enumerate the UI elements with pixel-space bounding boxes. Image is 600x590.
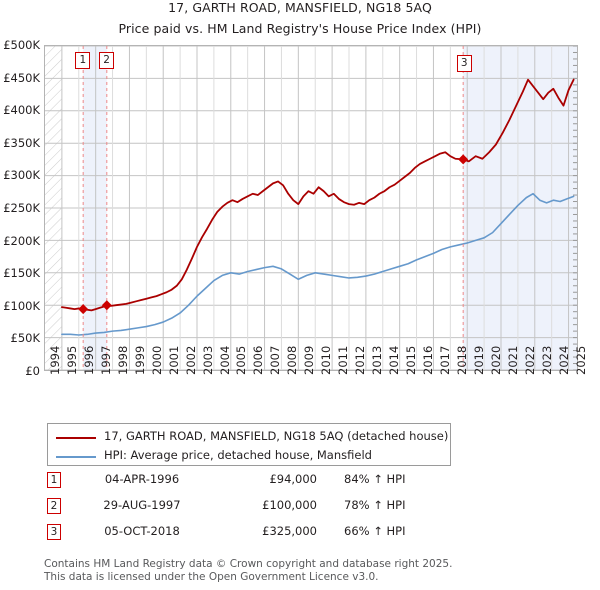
page-title-line2: Price paid vs. HM Land Registry's House … [118, 21, 482, 36]
x-axis-tick-label: 2009 [302, 345, 317, 375]
y-axis-tick-label: £500K [3, 38, 40, 52]
footer-attribution: Contains HM Land Registry data © Crown c… [44, 558, 584, 583]
y-axis-tick-label: £100K [3, 298, 40, 313]
transaction-price: £100,000 [262, 498, 317, 512]
price-paid-series-line [60, 78, 575, 312]
chart-svg [45, 46, 577, 370]
x-axis-tick-label: 1998 [115, 345, 130, 375]
transaction-date: 05-OCT-2018 [104, 524, 180, 538]
legend-color-swatch [56, 437, 96, 440]
footer-line-1: Contains HM Land Registry data © Crown c… [44, 558, 453, 570]
x-axis-tick-label: 2014 [387, 345, 402, 375]
x-axis-tick-label: 2003 [200, 345, 215, 375]
chart-transaction-points [78, 154, 469, 315]
x-axis-tick-label: 2004 [217, 345, 232, 375]
footer-line-2: This data is licensed under the Open Gov… [44, 570, 379, 583]
x-axis-tick-label: 1997 [98, 345, 113, 375]
legend-label: HPI: Average price, detached house, Mans… [104, 448, 372, 462]
hpi-series-line [61, 192, 575, 336]
transaction-hpi-delta: 78% ↑ HPI [344, 498, 406, 512]
x-axis-tick-label: 2024 [556, 345, 571, 375]
x-axis-tick-label: 1994 [48, 345, 62, 375]
x-axis-tick-label: 2015 [404, 345, 418, 375]
x-axis-tick-label: 1999 [132, 345, 147, 375]
transaction-index-badge: 1 [47, 472, 61, 488]
table-row[interactable]: 3 05-OCT-2018 £325,000 66% ↑ HPI [44, 524, 444, 548]
y-axis-tick-label: £350K [3, 135, 40, 150]
chart-transaction-vlines [82, 46, 464, 370]
x-axis-tick-label: 2017 [437, 345, 452, 375]
chart-legend: 17, GARTH ROAD, MANSFIELD, NG18 5AQ (det… [47, 423, 451, 466]
x-axis-tick-label: 2010 [319, 345, 334, 375]
x-axis-tick-label: 2025 [573, 345, 588, 375]
chart-gridlines [45, 46, 577, 370]
x-axis-tick-label: 2020 [488, 345, 503, 375]
x-axis-tick-label: 2019 [471, 345, 486, 375]
x-axis-tick-label: 2006 [251, 345, 266, 375]
y-axis-tick-label: £200K [3, 233, 40, 248]
transaction-price: £325,000 [262, 524, 317, 538]
y-axis-tick-label: £250K [3, 201, 40, 215]
x-axis-tick-label: 2002 [183, 345, 198, 375]
x-axis-tick-label: 2012 [353, 345, 368, 375]
y-axis-tick-label: £400K [3, 103, 40, 118]
x-axis-tick-label: 2011 [336, 345, 351, 375]
transaction-index-badge: 3 [47, 524, 61, 540]
y-axis-tick-label: £150K [3, 266, 40, 281]
x-axis-tick-label: 2001 [166, 345, 181, 375]
x-axis-tick-label: 1995 [64, 345, 79, 375]
legend-color-swatch [56, 456, 96, 459]
transaction-hpi-delta: 66% ↑ HPI [344, 524, 406, 538]
y-axis-tick-label: £300K [3, 168, 40, 183]
chart-transaction-marker-3[interactable]: 3 [456, 55, 472, 72]
x-axis-tick-label: 2008 [285, 345, 300, 375]
chart-transaction-marker-2[interactable]: 2 [99, 52, 115, 69]
x-axis-tick-label: 2013 [370, 345, 385, 375]
chart-minor-ticks [573, 46, 577, 370]
transaction-index-badge: 2 [47, 498, 61, 514]
x-axis-tick-label: 2007 [268, 345, 283, 375]
x-axis-tick-label: 1996 [81, 345, 96, 375]
y-axis-tick-label: £50K [10, 331, 41, 346]
x-axis-tick-label: 2021 [505, 345, 520, 375]
chart-transaction-marker-1[interactable]: 1 [75, 52, 91, 69]
transaction-hpi-delta: 84% ↑ HPI [344, 472, 406, 486]
y-axis-tick-label: £0 [25, 364, 40, 378]
x-axis-tick-label: 2000 [149, 345, 164, 375]
table-row[interactable]: 1 04-APR-1996 £94,000 84% ↑ HPI [44, 472, 444, 496]
legend-label: 17, GARTH ROAD, MANSFIELD, NG18 5AQ (det… [104, 429, 449, 443]
transaction-price: £94,000 [269, 472, 317, 486]
x-axis-tick-label: 2022 [522, 345, 537, 375]
table-row[interactable]: 2 29-AUG-1997 £100,000 78% ↑ HPI [44, 498, 444, 522]
x-axis-tick-label: 2005 [234, 345, 249, 375]
x-axis-tick-label: 2023 [539, 345, 554, 375]
chart-plot-area [44, 45, 578, 371]
page-title-line1: 17, GARTH ROAD, MANSFIELD, NG18 5AQ [168, 0, 432, 15]
x-axis-tick-label: 2016 [420, 345, 435, 375]
transaction-date: 29-AUG-1997 [103, 498, 181, 512]
y-axis-tick-label: £450K [3, 70, 40, 85]
transaction-date: 04-APR-1996 [104, 472, 180, 486]
x-axis-tick-label: 2018 [454, 345, 469, 375]
